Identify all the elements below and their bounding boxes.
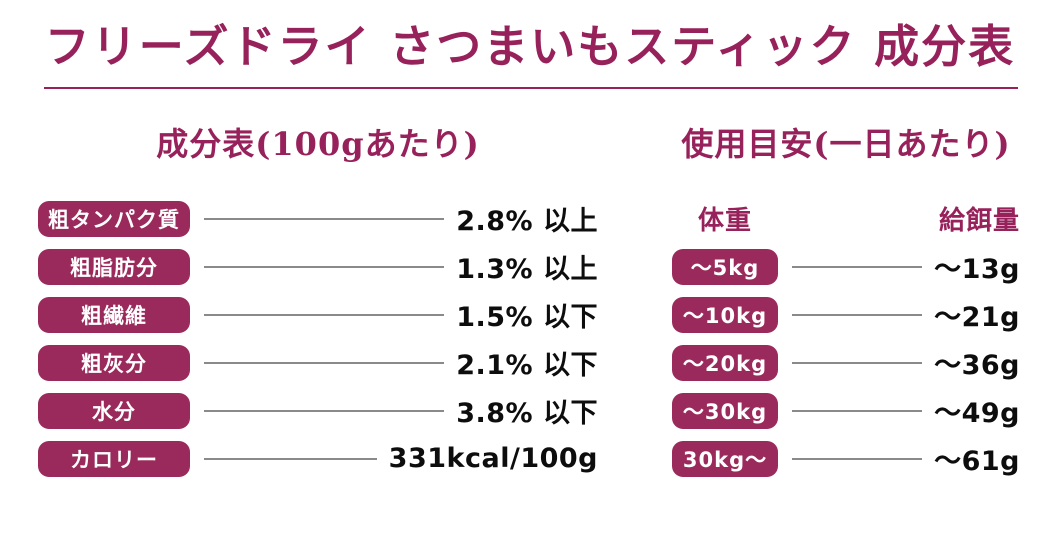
title-underline	[44, 86, 1018, 89]
usage-column-headers: 体重 給餌量	[672, 201, 1020, 237]
row-value: 331kcal/100g	[388, 443, 598, 474]
usage-rows: ～5kg ～13g ～10kg ～21g ～20kg ～36g ～30kg ～4…	[672, 248, 1020, 477]
table-row: ～30kg ～49g	[672, 392, 1020, 429]
leader-line	[792, 409, 923, 412]
table-row: 粗灰分 2.1% 以下	[38, 344, 598, 381]
content-columns: 成分表(100gあたり) 粗タンパク質 2.8% 以上 粗脂肪分 1.3% 以上…	[0, 119, 1060, 489]
row-label-pill: ～10kg	[672, 296, 778, 333]
row-value: ～61g	[934, 446, 1020, 477]
table-row: 粗脂肪分 1.3% 以上	[38, 248, 598, 285]
table-row: カロリー 331kcal/100g	[38, 440, 598, 477]
usage-section: 使用目安(一日あたり) 体重 給餌量 ～5kg ～13g ～10kg ～21g …	[672, 119, 1020, 489]
row-value: ～21g	[934, 302, 1020, 333]
leader-line	[204, 409, 445, 412]
row-label-pill: 粗繊維	[38, 296, 190, 333]
row-label-pill: 粗脂肪分	[38, 248, 190, 285]
composition-heading: 成分表(100gあたり)	[156, 124, 480, 163]
amount-column-header: 給餌量	[938, 206, 1020, 236]
leader-line	[204, 361, 445, 364]
weight-column-header: 体重	[697, 206, 752, 236]
row-value: ～49g	[934, 398, 1020, 429]
page-title: フリーズドライ さつまいもスティック 成分表	[44, 20, 1016, 73]
row-value: ～13g	[934, 254, 1020, 285]
leader-line	[204, 313, 445, 316]
row-value: 2.8% 以上	[456, 206, 598, 237]
row-label-pill: ～5kg	[672, 248, 778, 285]
table-row: 水分 3.8% 以下	[38, 392, 598, 429]
table-row: 30kg～ ～61g	[672, 440, 1020, 477]
table-row: 粗繊維 1.5% 以下	[38, 296, 598, 333]
row-label-pill: カロリー	[38, 440, 190, 477]
row-value: 3.8% 以下	[456, 398, 598, 429]
leader-line	[792, 361, 923, 364]
row-label-pill: 30kg～	[672, 440, 778, 477]
row-label-pill: 粗タンパク質	[38, 200, 190, 237]
row-label-pill: ～30kg	[672, 392, 778, 429]
composition-section: 成分表(100gあたり) 粗タンパク質 2.8% 以上 粗脂肪分 1.3% 以上…	[38, 119, 598, 489]
leader-line	[792, 313, 923, 316]
row-label-pill: 水分	[38, 392, 190, 429]
table-row: ～20kg ～36g	[672, 344, 1020, 381]
row-value: 2.1% 以下	[456, 350, 598, 381]
leader-line	[204, 217, 445, 220]
leader-line	[792, 265, 923, 268]
row-value: ～36g	[934, 350, 1020, 381]
usage-heading: 使用目安(一日あたり)	[681, 124, 1011, 163]
leader-line	[792, 457, 923, 460]
row-label-pill: ～20kg	[672, 344, 778, 381]
table-row: ～5kg ～13g	[672, 248, 1020, 285]
leader-line	[204, 265, 445, 268]
leader-line	[204, 457, 377, 460]
nutrition-label: フリーズドライ さつまいもスティック 成分表 成分表(100gあたり) 粗タンパ…	[0, 22, 1060, 489]
row-value: 1.5% 以下	[456, 302, 598, 333]
table-row: ～10kg ～21g	[672, 296, 1020, 333]
row-value: 1.3% 以上	[456, 254, 598, 285]
row-label-pill: 粗灰分	[38, 344, 190, 381]
table-row: 粗タンパク質 2.8% 以上	[38, 200, 598, 237]
composition-rows: 粗タンパク質 2.8% 以上 粗脂肪分 1.3% 以上 粗繊維 1.5% 以下 …	[38, 200, 598, 477]
